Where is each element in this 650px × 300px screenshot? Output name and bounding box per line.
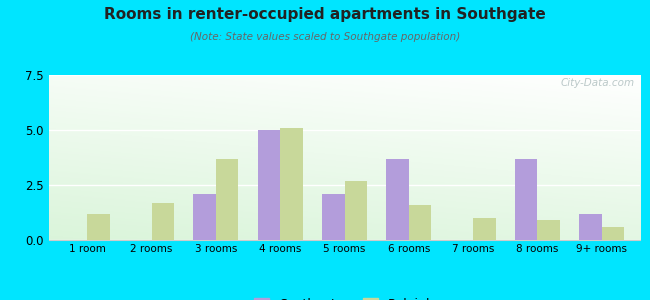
Bar xyxy=(257,130,280,240)
Bar xyxy=(515,159,538,240)
Bar xyxy=(409,205,432,240)
Bar xyxy=(322,194,344,240)
Bar xyxy=(579,214,602,240)
Bar xyxy=(151,202,174,240)
Bar xyxy=(386,159,409,240)
Bar xyxy=(602,227,624,240)
Legend: Southgate, Raleigh: Southgate, Raleigh xyxy=(250,292,439,300)
Bar xyxy=(194,194,216,240)
Bar xyxy=(538,220,560,240)
Text: City-Data.com: City-Data.com xyxy=(560,78,634,88)
Bar xyxy=(473,218,495,240)
Bar xyxy=(280,128,303,240)
Bar xyxy=(216,159,239,240)
Text: Rooms in renter-occupied apartments in Southgate: Rooms in renter-occupied apartments in S… xyxy=(104,8,546,22)
Text: (Note: State values scaled to Southgate population): (Note: State values scaled to Southgate … xyxy=(190,32,460,41)
Bar xyxy=(344,181,367,240)
Bar xyxy=(87,214,110,240)
